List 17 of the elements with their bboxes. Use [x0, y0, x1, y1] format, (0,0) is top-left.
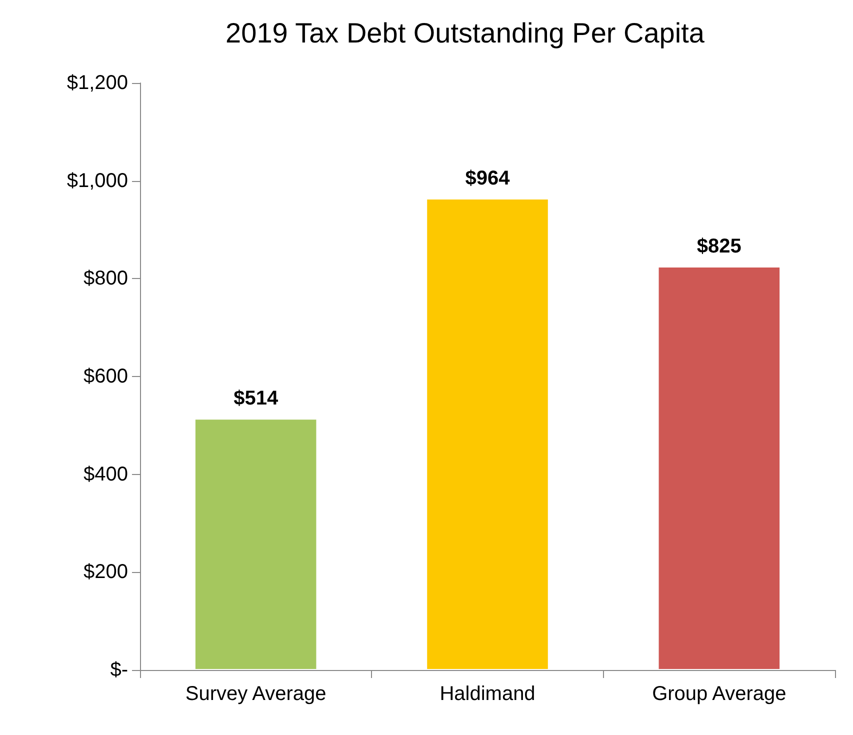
y-tick-label: $200 [84, 561, 128, 584]
data-label: $964 [465, 167, 511, 190]
chart-title: 2019 Tax Debt Outstanding Per Capita [226, 18, 705, 48]
y-tick-label: $1,200 [66, 72, 128, 94]
data-label: $825 [696, 235, 742, 258]
bar [194, 418, 318, 670]
x-tick-label: Survey Average [185, 683, 326, 705]
x-tick-label: Group Average [652, 683, 786, 705]
data-label: $514 [234, 388, 279, 410]
bar [426, 198, 549, 670]
y-tick-label: $- [110, 659, 128, 681]
y-tick-label: $400 [84, 463, 128, 486]
y-tick-label: $1,000 [66, 170, 128, 192]
x-tick-label: Haldimand [440, 683, 536, 705]
y-tick-label: $600 [84, 366, 128, 388]
y-tick-label: $800 [84, 268, 128, 290]
bar [658, 266, 781, 670]
